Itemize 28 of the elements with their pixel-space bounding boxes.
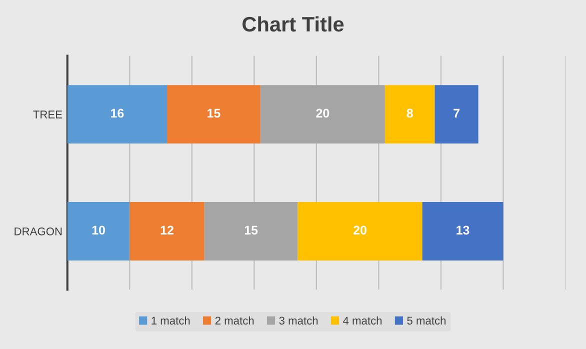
- data-label: 20: [354, 226, 366, 235]
- bar: [167, 85, 260, 144]
- bar: [67, 202, 130, 260]
- y-tick-label: DRAGON: [14, 227, 62, 236]
- data-label: 12: [160, 226, 174, 234]
- data-label: 16: [111, 108, 124, 118]
- bar: [67, 85, 168, 144]
- legend-label: 3 match: [279, 316, 318, 325]
- legend-label: 5 match: [407, 316, 446, 325]
- legend-label: 4 match: [343, 316, 382, 325]
- bar: [130, 202, 204, 260]
- legend-label: 1 match: [152, 316, 190, 325]
- data-label: 13: [456, 226, 470, 235]
- data-label: 15: [208, 108, 220, 118]
- legend-label: 2 match: [215, 316, 254, 325]
- data-label: 15: [244, 226, 258, 235]
- bar: [298, 202, 422, 260]
- y-tick-label: TREE: [33, 110, 62, 118]
- chart-title: Chart Title: [242, 16, 344, 32]
- bar: [204, 202, 298, 260]
- bar: [260, 85, 385, 144]
- data-label: 20: [316, 108, 330, 118]
- data-label: 8: [406, 108, 413, 118]
- bar: [384, 85, 435, 144]
- bar: [434, 85, 478, 144]
- data-label: 7: [454, 108, 460, 118]
- bar: [422, 202, 504, 260]
- data-label: 10: [92, 226, 105, 235]
